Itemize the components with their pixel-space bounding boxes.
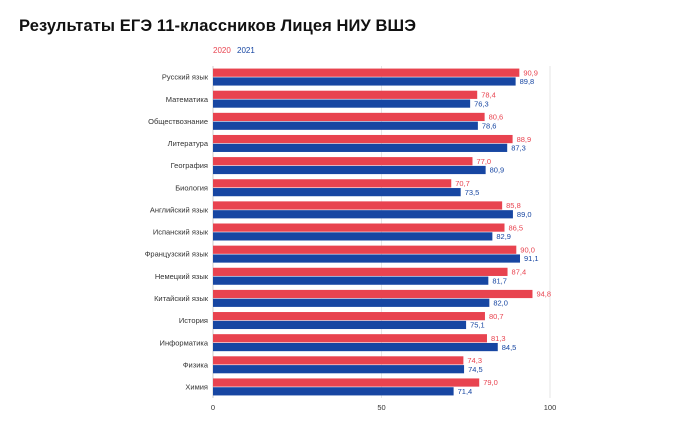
- bar-2021[interactable]: [213, 320, 467, 330]
- data-label-2021: 71,4: [458, 387, 473, 396]
- legend-item-2020[interactable]: 2020: [213, 46, 231, 55]
- data-label-2020: 80,6: [489, 113, 504, 122]
- data-label-2020: 90,9: [523, 68, 538, 77]
- data-label-2020: 87,4: [512, 268, 527, 277]
- data-label-2021: 81,7: [492, 276, 507, 285]
- bar-2021[interactable]: [213, 143, 508, 152]
- category-label: Немецкий язык: [155, 272, 209, 281]
- legend-item-2021[interactable]: 2021: [237, 46, 255, 55]
- category-label: Информатика: [160, 338, 209, 347]
- data-label-2021: 80,9: [490, 166, 505, 175]
- category-label: Математика: [166, 95, 209, 104]
- bar-2020[interactable]: [213, 201, 503, 210]
- bar-2021[interactable]: [213, 99, 471, 108]
- bar-2021[interactable]: [213, 188, 461, 197]
- data-label-2021: 87,3: [511, 144, 526, 153]
- data-label-2020: 90,0: [520, 245, 535, 254]
- data-label-2021: 91,1: [524, 254, 539, 263]
- category-label: Китайский язык: [154, 294, 209, 303]
- bar-2021[interactable]: [213, 210, 513, 219]
- category-label: Испанский язык: [153, 228, 209, 237]
- data-label-2021: 89,0: [517, 210, 532, 219]
- data-label-2020: 77,0: [476, 157, 491, 166]
- bar-2020[interactable]: [213, 334, 487, 343]
- data-label-2021: 74,5: [468, 365, 483, 374]
- data-label-2020: 80,7: [489, 312, 504, 321]
- data-label-2020: 74,3: [467, 356, 482, 365]
- data-label-2020: 78,4: [481, 91, 496, 100]
- category-label: История: [179, 316, 208, 325]
- bar-2020[interactable]: [213, 245, 517, 254]
- data-label-2021: 73,5: [465, 188, 480, 197]
- category-label: Химия: [185, 383, 208, 392]
- bar-2020[interactable]: [213, 378, 480, 387]
- bar-2020[interactable]: [213, 112, 485, 122]
- data-label-2020: 85,8: [506, 201, 521, 210]
- data-label-2020: 86,5: [509, 223, 524, 232]
- bar-2020[interactable]: [213, 68, 520, 77]
- x-tick-label-0: 0: [211, 403, 215, 412]
- bar-2020[interactable]: [213, 289, 533, 299]
- bar-2021[interactable]: [213, 77, 516, 86]
- x-tick-label-50: 50: [377, 403, 385, 412]
- bar-2020[interactable]: [213, 134, 513, 144]
- bar-2020[interactable]: [213, 312, 485, 321]
- data-label-2020: 81,3: [491, 334, 506, 343]
- bar-2020[interactable]: [213, 223, 505, 232]
- data-label-2020: 79,0: [483, 378, 498, 387]
- chart-title: Результаты ЕГЭ 11-классников Лицея НИУ В…: [19, 17, 417, 35]
- category-label: Литература: [168, 139, 209, 148]
- data-label-2021: 78,6: [482, 121, 497, 130]
- category-label: Физика: [183, 360, 209, 369]
- data-label-2020: 70,7: [455, 179, 470, 188]
- data-label-2021: 82,9: [496, 232, 511, 241]
- bar-2021[interactable]: [213, 298, 490, 307]
- bar-2021[interactable]: [213, 254, 521, 263]
- bar-2021[interactable]: [213, 387, 454, 396]
- bar-2021[interactable]: [213, 232, 493, 241]
- data-label-2020: 94,8: [536, 290, 551, 299]
- bar-2020[interactable]: [213, 356, 464, 365]
- bar-2020[interactable]: [213, 179, 452, 188]
- data-label-2021: 82,0: [493, 299, 508, 308]
- data-label-2021: 75,1: [470, 321, 485, 330]
- bar-2021[interactable]: [213, 165, 486, 175]
- bar-2020[interactable]: [213, 90, 478, 99]
- data-label-2021: 89,8: [520, 77, 535, 86]
- category-label: Русский язык: [162, 73, 209, 82]
- legend: 2020 2021: [213, 46, 259, 55]
- bar-2021[interactable]: [213, 121, 478, 130]
- data-label-2020: 88,9: [517, 135, 532, 144]
- category-label: География: [171, 161, 208, 170]
- data-label-2021: 84,5: [502, 343, 517, 352]
- data-label-2021: 76,3: [474, 99, 489, 108]
- category-label: Французский язык: [145, 250, 209, 259]
- x-tick-label-100: 100: [544, 403, 557, 412]
- bar-2021[interactable]: [213, 276, 489, 285]
- category-label: Английский язык: [150, 205, 209, 214]
- bar-2021[interactable]: [213, 365, 465, 374]
- bar-2020[interactable]: [213, 157, 473, 166]
- bar-2020[interactable]: [213, 267, 508, 276]
- bar-2021[interactable]: [213, 342, 498, 352]
- category-label: Обществознание: [148, 117, 208, 126]
- category-label: Биология: [175, 183, 208, 192]
